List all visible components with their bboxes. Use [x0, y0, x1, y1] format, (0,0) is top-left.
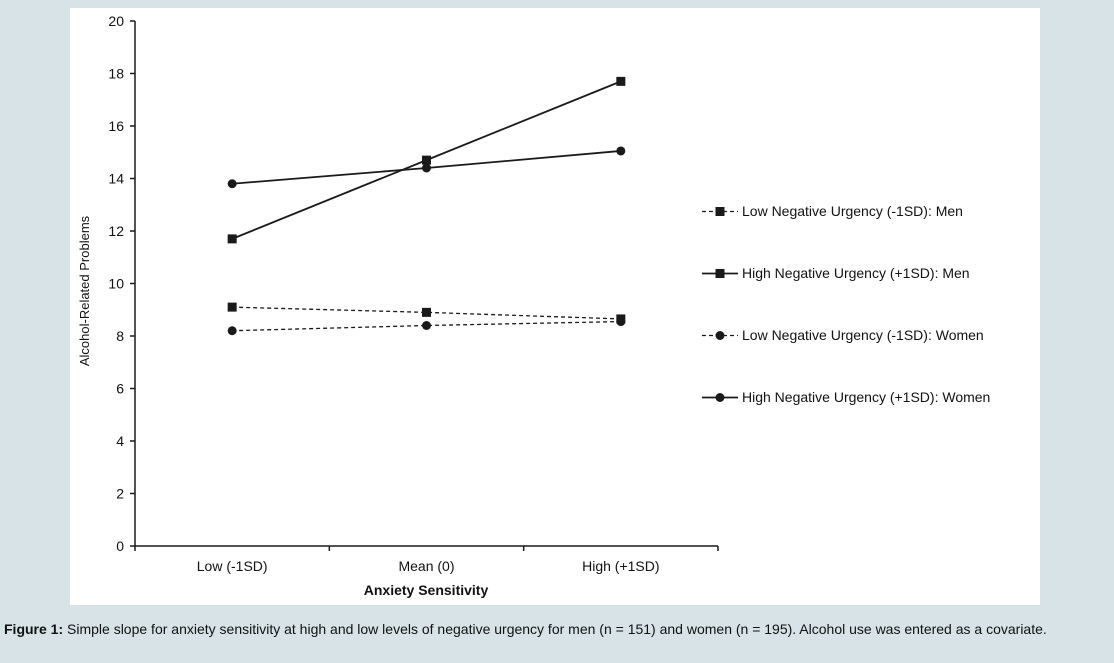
series-group — [227, 76, 626, 336]
data-point — [616, 317, 626, 327]
y-tick-label: 2 — [116, 486, 124, 502]
legend-item: Low Negative Urgency (-1SD): Women — [700, 327, 992, 344]
y-tick-label: 18 — [108, 66, 124, 82]
legend-label: High Negative Urgency (+1SD): Women — [742, 389, 991, 405]
x-tick-label: Mean (0) — [398, 558, 454, 574]
y-tick-label: 10 — [108, 276, 124, 292]
legend-item: Low Negative Urgency (-1SD): Men — [700, 203, 992, 220]
series-2 — [227, 76, 626, 244]
data-point — [422, 163, 431, 173]
y-tick-label: 6 — [116, 381, 124, 397]
series-line — [232, 306, 621, 320]
y-tick-label: 12 — [108, 223, 124, 239]
legend-swatch — [702, 269, 738, 278]
data-point — [616, 76, 626, 86]
data-point — [227, 302, 237, 312]
data-point — [227, 234, 237, 244]
y-tick-label: 8 — [116, 328, 124, 344]
figure-panel: 0 2 4 6 8 10 12 14 16 18 20 Low (-1SD) Mean (0) High … — [70, 8, 1040, 605]
y-tick-label: 14 — [108, 171, 124, 187]
x-axis-label: Anxiety Sensitivity — [364, 582, 489, 598]
series-3 — [227, 317, 626, 336]
legend-swatch — [702, 393, 738, 402]
caption-label: Figure 1: — [4, 621, 64, 637]
x-tick-label: High (+1SD) — [582, 558, 659, 574]
figure-caption: Figure 1: Simple slope for anxiety sensi… — [4, 621, 1108, 638]
caption-text: Simple slope for anxiety sensitivity at … — [63, 621, 1047, 637]
legend: Low Negative Urgency (-1SD): Men High Neg… — [700, 8, 1040, 528]
legend-label: High Negative Urgency (+1SD): Men — [742, 265, 970, 281]
series-line — [232, 320, 621, 332]
legend-label: Low Negative Urgency (-1SD): Women — [742, 327, 984, 343]
line-chart: 0 2 4 6 8 10 12 14 16 18 20 Low (-1SD) Mean (0) High … — [77, 13, 719, 598]
data-point — [422, 155, 431, 165]
data-point — [616, 146, 626, 156]
y-tick-label: 0 — [116, 538, 124, 554]
y-tick-label: 16 — [108, 118, 124, 134]
y-tick-label: 4 — [116, 433, 124, 449]
legend-label: Low Negative Urgency (-1SD): Men — [742, 203, 963, 219]
data-point — [422, 321, 431, 330]
data-point — [422, 307, 431, 317]
series-1 — [227, 302, 626, 324]
data-point — [227, 179, 237, 189]
y-axis-label: Alcohol-Related Problems — [77, 215, 92, 366]
axes: 0 2 4 6 8 10 12 14 16 18 20 Low (-1SD) Mean (0) High … — [108, 13, 719, 574]
series-4 — [227, 146, 626, 189]
legend-item: High Negative Urgency (+1SD): Women — [700, 389, 992, 406]
legend-swatch — [702, 207, 738, 216]
data-point — [227, 326, 237, 336]
legend-swatch — [702, 331, 738, 340]
x-tick-label: Low (-1SD) — [197, 558, 268, 574]
legend-item: High Negative Urgency (+1SD): Men — [700, 265, 992, 282]
y-tick-label: 20 — [108, 13, 124, 29]
